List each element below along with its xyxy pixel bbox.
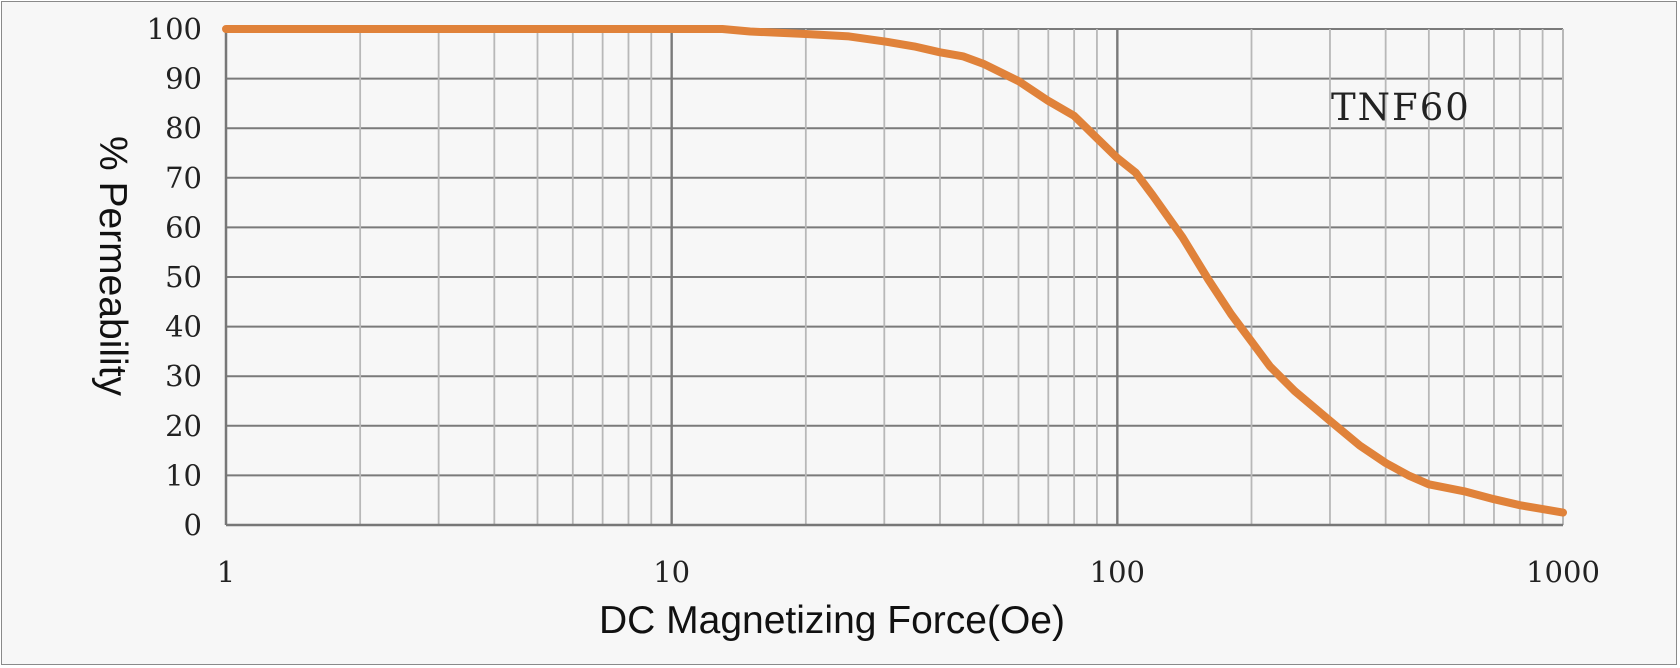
y-tick-label: 100 (147, 12, 202, 46)
permeability-curve (222, 25, 1567, 517)
series-layer (222, 25, 1567, 517)
axes (224, 29, 1563, 527)
y-tick-label: 0 (184, 508, 202, 542)
x-tick-label: 1 (217, 555, 235, 589)
y-tick-label: 20 (165, 409, 202, 443)
y-tick-label: 40 (165, 310, 202, 344)
x-tick-label: 1000 (1526, 555, 1600, 589)
x-tick-label: 10 (653, 555, 690, 589)
y-tick-label: 70 (165, 161, 202, 195)
y-tick-label: 50 (165, 260, 202, 294)
y-tick-label: 80 (165, 111, 202, 145)
y-tick-label: 90 (165, 62, 202, 96)
x-axis-label: DC Magnetizing Force(Oe) (599, 599, 1065, 642)
chart-annotation: TNF60 (1331, 86, 1471, 129)
y-axis-label: % Permeability (91, 136, 134, 397)
y-tick-label: 10 (165, 458, 202, 492)
x-tick-label: 100 (1090, 555, 1145, 589)
y-tick-label: 60 (165, 210, 202, 244)
y-tick-label: 30 (165, 359, 202, 393)
